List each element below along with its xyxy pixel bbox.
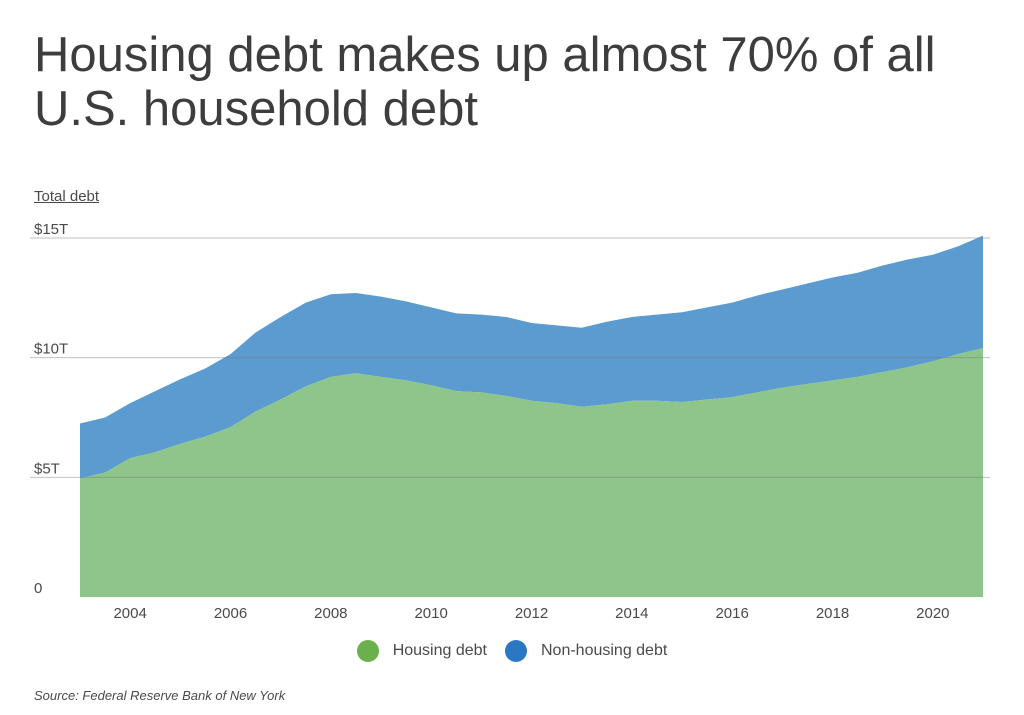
area-housing-debt [80,348,983,597]
y-tick-label: $5T [34,460,60,477]
y-tick-label: 0 [34,580,42,597]
y-tick-label: $10T [34,341,68,358]
legend-label-housing: Housing debt [392,642,487,659]
x-tick-labels: 2004 2006 2008 2010 2012 2014 2016 2018 2020 [113,605,949,622]
y-tick-label: $15T [34,221,68,238]
legend-item-housing[interactable]: Housing debt [356,640,487,662]
x-tick-label: 2012 [515,605,548,622]
x-tick-label: 2010 [414,605,447,622]
grid-lines [30,237,990,478]
housing-swatch-icon [356,640,379,662]
x-tick-label: 2014 [615,605,648,622]
x-tick-label: 2008 [314,605,347,622]
x-tick-label: 2016 [715,605,748,622]
area-chart: 0 $5T $10T $15T 2004 2006 2008 2010 2012 2014 201… [30,221,990,622]
x-tick-label: 2020 [916,605,949,622]
legend: Housing debt Non-housing debt [0,640,1024,662]
x-tick-label: 2018 [816,605,849,622]
y-axis-caption: Total debt [34,188,100,205]
x-tick-label: 2006 [214,605,247,622]
source-note: Source: Federal Reserve Bank of New York [34,688,286,703]
x-tick-label: 2004 [113,605,146,622]
chart-areas [80,235,983,597]
area-non-housing-debt [80,235,983,479]
legend-label-non-housing: Non-housing debt [540,642,668,659]
chart-title: Housing debt makes up almost 70% of all … [34,28,936,136]
legend-item-non-housing[interactable]: Non-housing debt [504,640,668,662]
y-tick-labels: 0 $5T $10T $15T [34,221,68,597]
non-housing-swatch-icon [504,640,527,662]
